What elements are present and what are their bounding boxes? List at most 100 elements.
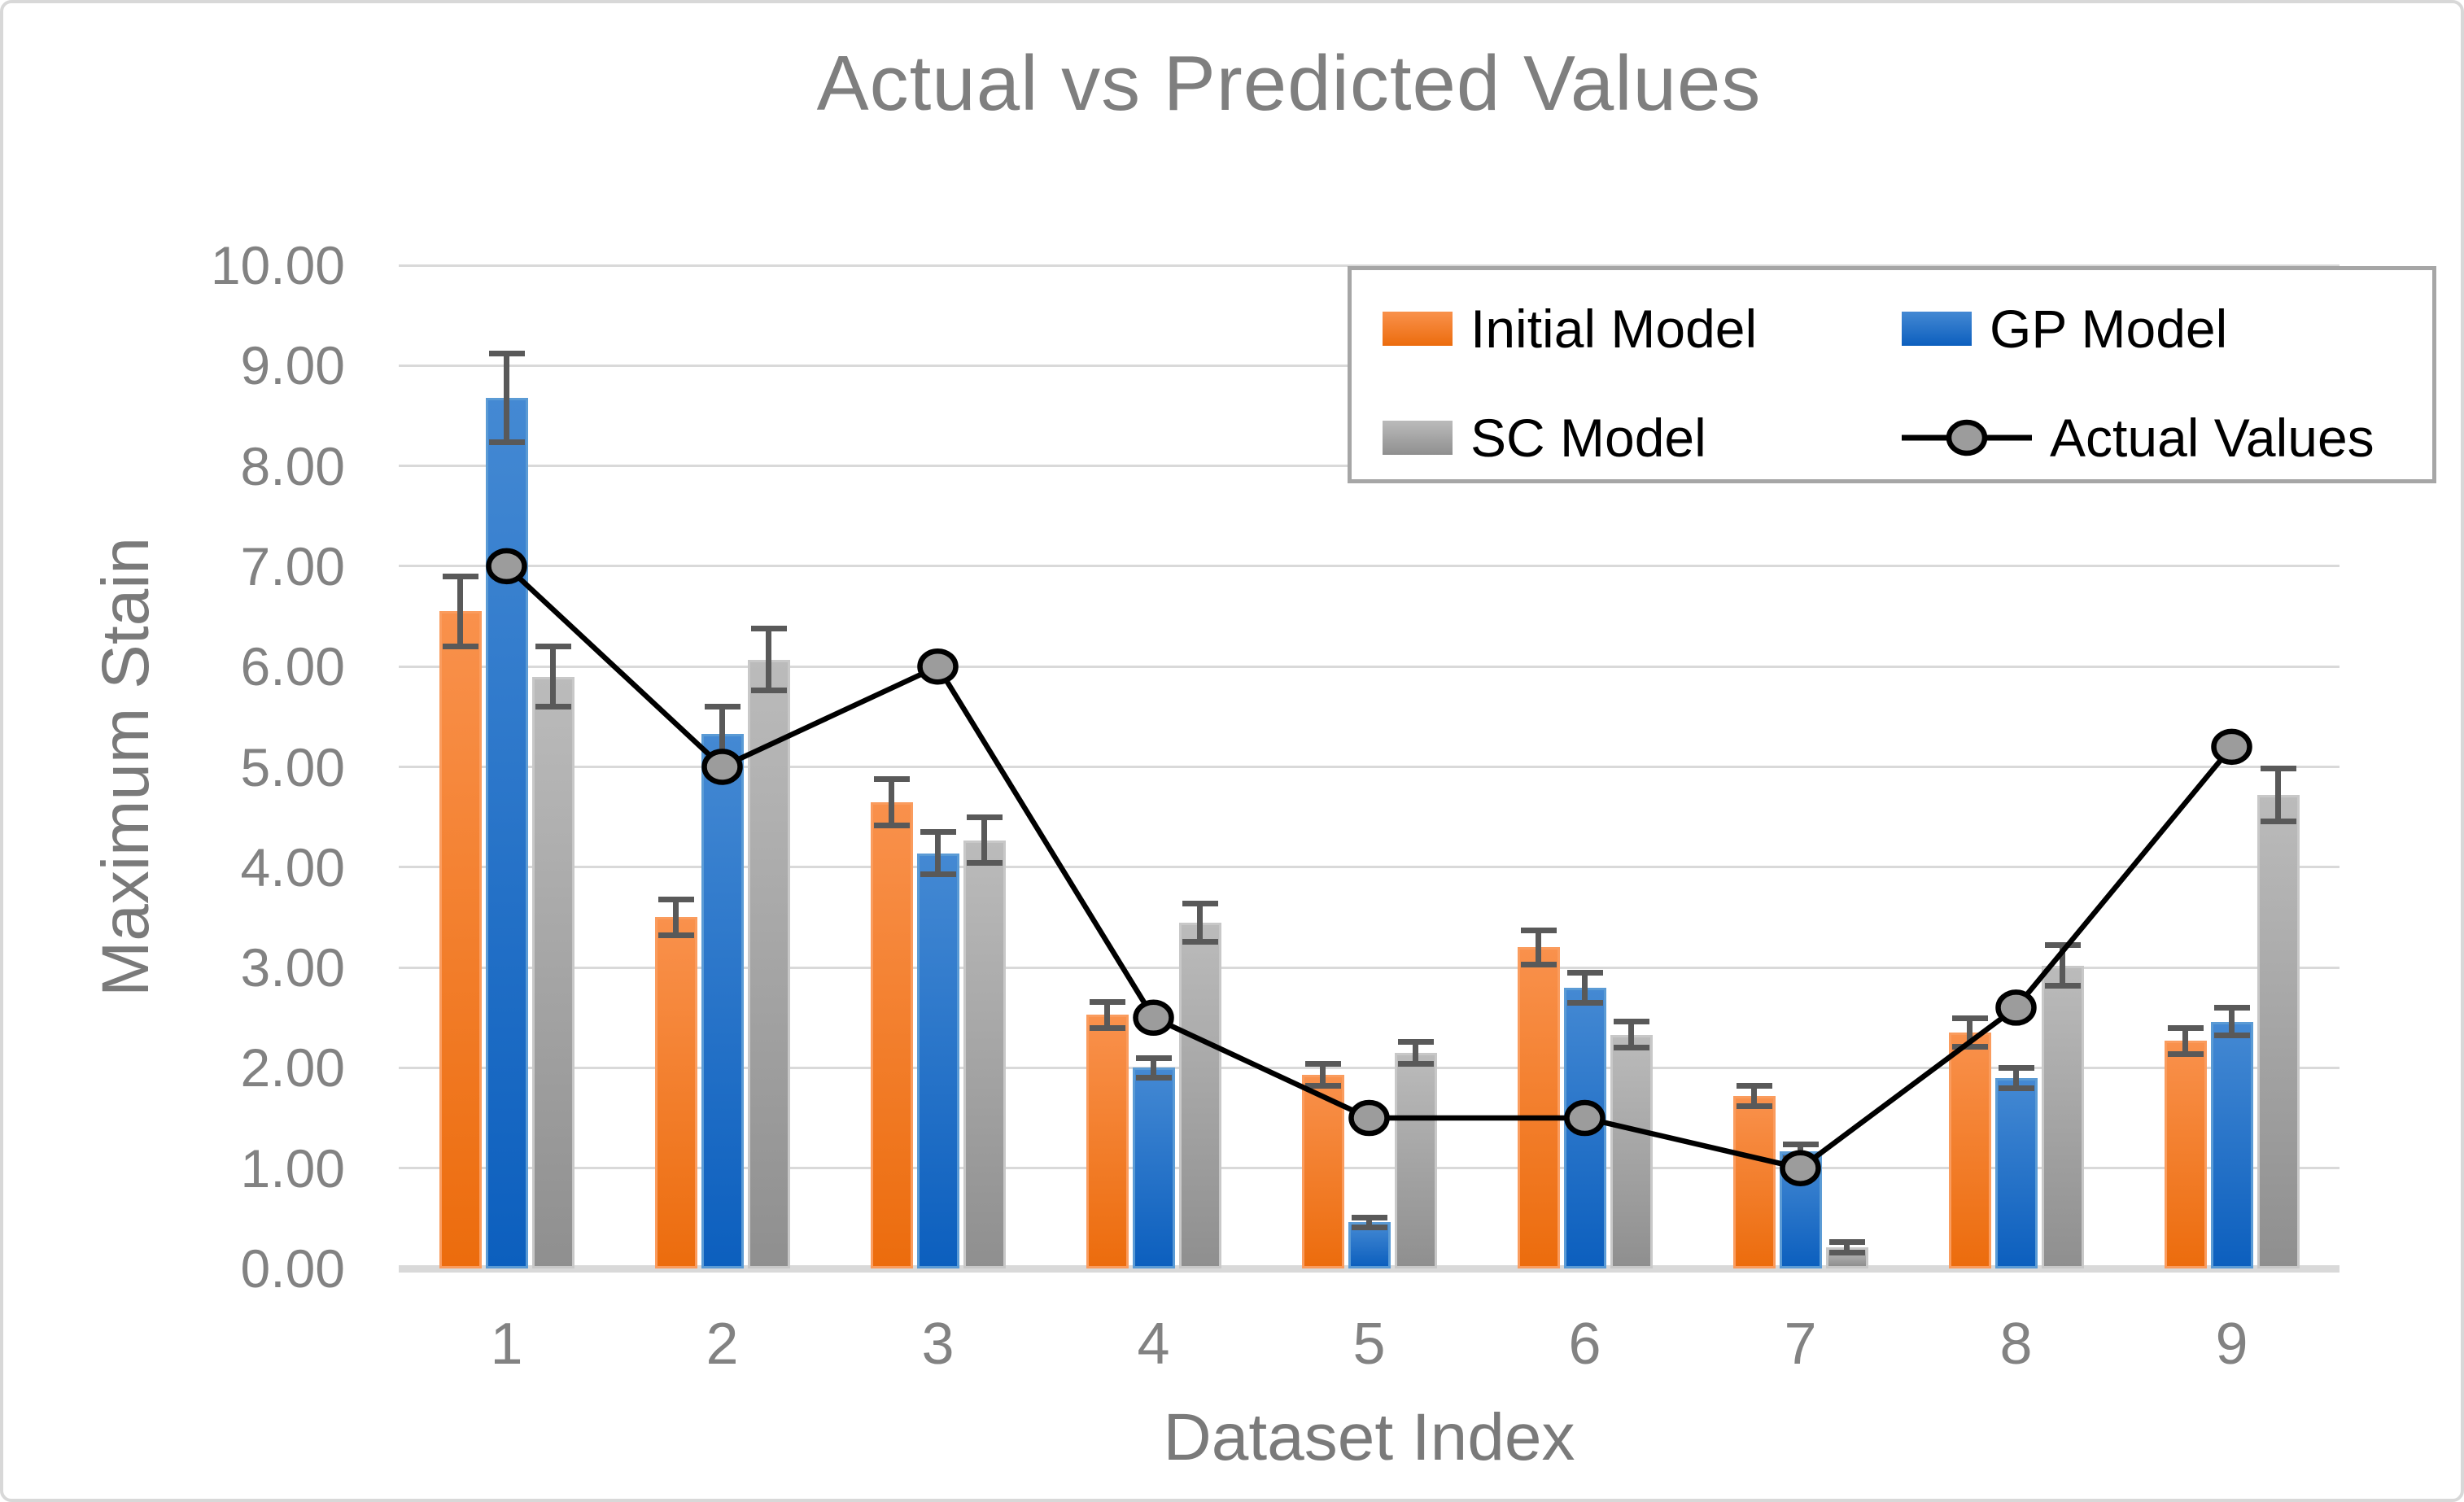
bar-gp-model-cat8: [1994, 1077, 2038, 1268]
legend-label: GP Model: [1990, 299, 2228, 359]
actual-values-line: [505, 564, 2235, 1172]
y-tick-label: 3.00: [240, 937, 345, 998]
y-tick-label: 2.00: [240, 1037, 345, 1098]
error-bar-stem: [457, 576, 463, 647]
y-tick-label: 4.00: [240, 836, 345, 897]
error-bar-stem: [2182, 1028, 2188, 1054]
error-bar-stem: [673, 899, 679, 936]
error-bar-cap: [2213, 1004, 2250, 1011]
bar-sc-model-cat4: [1178, 922, 1221, 1268]
error-bar-cap: [1613, 1045, 1649, 1051]
error-bar-cap: [1828, 1239, 1865, 1246]
x-tick-label: 5: [1352, 1312, 1386, 1377]
y-tick-label: 6.00: [240, 636, 345, 697]
actual-values-marker: [1995, 989, 2037, 1026]
bar-sc-model-cat6: [1610, 1034, 1653, 1268]
x-tick-label: 6: [1568, 1312, 1601, 1377]
gridline: [399, 264, 2339, 267]
error-bar-stem: [1844, 1242, 1850, 1253]
error-bar-stem: [2229, 1007, 2235, 1036]
error-bar-cap: [488, 351, 525, 356]
x-tick-label: 4: [1137, 1312, 1170, 1377]
gridline: [399, 1066, 2339, 1069]
error-bar-stem: [1413, 1041, 1418, 1064]
error-bar-cap: [442, 573, 478, 579]
error-bar-cap: [2260, 818, 2296, 824]
x-tick-label: 2: [706, 1312, 739, 1377]
legend-item-gp-model: GP Model: [1902, 299, 2228, 359]
x-tick-label: 3: [921, 1312, 955, 1377]
error-bar-cap: [2260, 766, 2296, 772]
actual-values-marker: [917, 648, 959, 685]
legend-label: Actual Values: [2050, 408, 2374, 468]
error-bar-stem: [1751, 1085, 1757, 1107]
actual-values-line-layer: [486, 548, 2252, 1186]
error-bar-cap: [2167, 1024, 2204, 1031]
error-bar-cap: [920, 871, 956, 877]
error-bar-cap: [488, 439, 525, 445]
error-bar-cap: [1089, 1024, 1125, 1031]
legend-line-marker-icon: [1902, 419, 2032, 456]
bar-sc-model-cat9: [2256, 795, 2300, 1268]
error-bar-stem: [1320, 1063, 1326, 1086]
gridline: [399, 1167, 2339, 1170]
error-bar-stem: [2275, 768, 2281, 822]
y-tick-label: 9.00: [240, 335, 345, 396]
error-bar-cap: [442, 644, 478, 650]
legend-swatch-sc-model: [1383, 421, 1453, 455]
error-bar-stem: [889, 779, 894, 825]
error-bar-stem: [719, 706, 725, 762]
y-tick-label: 8.00: [240, 435, 345, 496]
bar-initial-model-cat9: [2164, 1041, 2207, 1268]
error-bar-cap: [1998, 1085, 2034, 1091]
bar-initial-model-cat7: [1732, 1095, 1776, 1268]
bar-initial-model-cat6: [1517, 947, 1560, 1268]
error-bar-cap: [704, 704, 741, 710]
error-bar-stem: [981, 817, 987, 863]
error-bar-cap: [750, 688, 787, 694]
gridline: [399, 565, 2339, 568]
legend-swatch-initial-model: [1383, 312, 1453, 346]
y-tick-label: 1.00: [240, 1137, 345, 1199]
error-bar-stem: [1151, 1058, 1156, 1078]
actual-values-marker: [2211, 728, 2252, 766]
legend-item-initial-model: Initial Model: [1383, 302, 1757, 356]
bar-sc-model-cat2: [747, 659, 790, 1268]
y-tick-label: 7.00: [240, 535, 345, 596]
error-bar-stem: [1197, 903, 1203, 942]
bar-gp-model-cat3: [916, 853, 959, 1268]
error-bar-cap: [1397, 1060, 1434, 1067]
y-tick-label: 10.00: [210, 235, 345, 295]
error-bar-cap: [1351, 1214, 1387, 1220]
error-bar-cap: [1736, 1083, 1772, 1089]
error-bar-cap: [966, 860, 1003, 867]
legend: Initial Model GP Model SC Model Actual Valu…: [1348, 266, 2436, 483]
error-bar-cap: [920, 829, 956, 836]
plot-area: [399, 264, 2339, 1273]
error-bar-cap: [1828, 1249, 1865, 1255]
bar-sc-model-cat1: [531, 676, 574, 1268]
bar-gp-model-cat4: [1132, 1068, 1175, 1268]
error-bar-cap: [535, 704, 571, 710]
actual-values-marker: [1564, 1099, 1606, 1137]
y-tick-label: 0.00: [240, 1238, 345, 1299]
gridline: [399, 1264, 2339, 1273]
error-bar-stem: [935, 832, 941, 875]
actual-values-marker: [1780, 1150, 1821, 1186]
error-bar-stem: [2013, 1068, 2019, 1089]
error-bar-stem: [1967, 1018, 1973, 1047]
error-bar-cap: [1613, 1019, 1649, 1025]
error-bar-cap: [1998, 1064, 2034, 1071]
legend-item-actual-values: Actual Values: [1902, 408, 2374, 468]
legend-swatch-gp-model: [1902, 312, 1972, 346]
x-tick-label: 9: [2215, 1312, 2248, 1377]
gridline: [399, 665, 2339, 668]
error-bar-cap: [1951, 1015, 1988, 1022]
error-bar-cap: [1951, 1044, 1988, 1050]
error-bar-stem: [550, 646, 556, 707]
error-bar-cap: [1304, 1060, 1341, 1067]
bar-initial-model-cat8: [1948, 1033, 1991, 1268]
gridline: [399, 966, 2339, 969]
error-bar-stem: [2060, 945, 2065, 986]
